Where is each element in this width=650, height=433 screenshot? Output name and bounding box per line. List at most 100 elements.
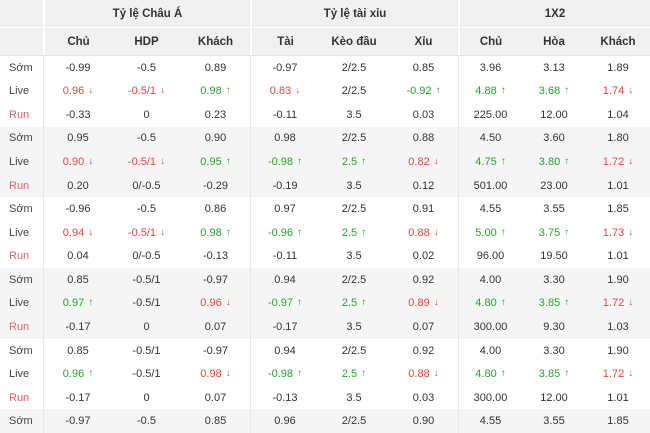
table-row: Run -0.33 0 0.23 -0.11 3.5 0.03 225.00 12.00 1.04	[0, 103, 650, 127]
odds-value: 0.90	[204, 132, 227, 145]
odds-cell: 225.00	[458, 103, 522, 127]
row-label-run: Run	[9, 391, 30, 404]
row-label-run: Run	[9, 320, 30, 333]
odds-value: 1.03	[607, 320, 629, 333]
odds-value: 0.98	[274, 132, 296, 145]
arrow-down-icon: ↓	[225, 368, 231, 380]
arrow-up-icon: ↑	[564, 297, 570, 309]
odds-value: -0.98	[267, 156, 294, 169]
odds-cell: 2/2.5	[319, 127, 389, 151]
table-row: Run 0.04 0/-0.5 -0.13 -0.11 3.5 0.02 96.00 19.50…	[0, 244, 650, 269]
odds-value: 0.92	[412, 273, 435, 286]
arrow-up-icon: ↑	[500, 85, 506, 97]
odds-cell: 3.5	[319, 103, 389, 127]
odds-cell: -0.98 ↑	[250, 362, 319, 386]
odds-cell: 0.98	[250, 126, 319, 151]
table-row: Sớm 0.95 -0.5 0.90 0.98 2/2.5 0.88 4.50 3.60 1.80	[0, 126, 650, 151]
odds-value: 2.5	[341, 156, 358, 169]
odds-cell: 3.75 ↑	[522, 221, 586, 245]
odds-cell: -0.99	[43, 56, 112, 80]
odds-value: 0.85	[204, 415, 227, 428]
odds-value: 0.07	[204, 320, 227, 333]
odds-cell: 0.96 ↓	[43, 79, 112, 104]
odds-value: -0.97	[267, 297, 294, 310]
odds-value: 0.85	[412, 61, 435, 74]
row-label-live: Live	[9, 368, 30, 381]
column-header-ah-home: Chủ	[43, 28, 112, 55]
odds-cell: 1.74 ↓	[586, 80, 650, 104]
odds-cell: -0.98 ↑	[250, 150, 319, 174]
odds-cell: 0.96	[250, 409, 319, 433]
arrow-up-icon: ↑	[564, 226, 570, 238]
odds-cell: 0.88 ↓	[389, 362, 458, 386]
odds-value: 0.86	[204, 203, 227, 216]
odds-value: 4.00	[479, 273, 502, 286]
odds-cell: 3.13	[522, 56, 586, 80]
arrow-down-icon: ↓	[628, 85, 634, 97]
table-row: Run 0.20 0/-0.5 -0.29 -0.19 3.5 0.12 501.00 23.0…	[0, 173, 650, 198]
odds-cell: 2.5 ↑	[319, 362, 389, 386]
arrow-up-icon: ↑	[361, 226, 367, 238]
table-header: Tỷ lệ Châu Á Tỷ lệ tài xỉu 1X2 Chủ HDP K…	[0, 0, 650, 56]
odds-value: -0.13	[272, 391, 298, 404]
row-label-run: Run	[9, 250, 30, 263]
odds-value: 0.96	[274, 415, 296, 428]
arrow-up-icon: ↑	[500, 156, 506, 168]
odds-cell: 1.01	[586, 386, 650, 410]
odds-value: 19.50	[540, 250, 568, 263]
odds-value: 2/2.5	[341, 132, 367, 145]
odds-cell: -0.92 ↑	[389, 80, 458, 104]
odds-value: 0.90	[412, 415, 435, 428]
odds-value: 3.5	[346, 108, 362, 121]
odds-cell: 0.88	[389, 127, 458, 151]
odds-cell: 0	[112, 386, 181, 410]
odds-value: 3.5	[346, 391, 362, 404]
odds-value: 0.94	[62, 226, 85, 239]
odds-cell: -0.11	[250, 244, 319, 269]
odds-value: 1.01	[607, 250, 629, 263]
odds-value: 2/2.5	[341, 85, 367, 98]
odds-value: 0.03	[412, 108, 435, 121]
odds-cell: 3.96	[458, 56, 522, 80]
odds-value: 0.12	[412, 179, 435, 192]
column-header-ou-under: Xỉu	[389, 28, 458, 55]
odds-value: 0/-0.5	[132, 250, 161, 263]
table-row: Sớm -0.99 -0.5 0.89 -0.97 2/2.5 0.85 3.96 3.13 1.…	[0, 56, 650, 80]
arrow-down-icon: ↓	[225, 297, 231, 309]
odds-value: 0.95	[200, 156, 222, 169]
odds-value: 3.30	[543, 344, 565, 357]
odds-value: 3.30	[543, 273, 565, 286]
odds-value: 1.90	[607, 344, 629, 357]
table-row: Live 0.97 ↑ -0.5/1 0.96 ↓ -0.97 ↑ 2.5 ↑ 0.89 ↓ 4.80 ↑…	[0, 291, 650, 316]
odds-cell: 1.89	[586, 56, 650, 80]
odds-value: 3.55	[543, 203, 565, 216]
odds-cell: 0.95	[43, 126, 112, 151]
odds-value: 2/2.5	[341, 415, 367, 428]
odds-value: 96.00	[476, 250, 505, 263]
odds-value: 1.01	[607, 179, 629, 192]
odds-cell: 1.72 ↓	[586, 292, 650, 316]
odds-value: 0.89	[408, 297, 430, 310]
odds-value: -0.92	[406, 85, 432, 98]
odds-value: 12.00	[540, 108, 568, 121]
odds-cell: 0.98 ↑	[181, 80, 250, 104]
arrow-up-icon: ↑	[435, 85, 441, 97]
header-label-spacer	[0, 28, 43, 55]
odds-cell: 2.5 ↑	[319, 221, 389, 245]
odds-cell: 0.94 ↓	[43, 220, 112, 245]
odds-value: -0.29	[202, 179, 229, 192]
odds-cell: 0.83 ↓	[250, 79, 319, 104]
odds-value: 0.07	[412, 320, 435, 333]
row-label-live: Live	[9, 156, 30, 169]
odds-value: 1.72	[602, 156, 625, 169]
header-group-asian-handicap: Tỷ lệ Châu Á	[43, 0, 250, 28]
table-row: Run -0.17 0 0.07 -0.13 3.5 0.03 300.00 12.00 1.01	[0, 385, 650, 410]
odds-cell: 4.55	[458, 197, 522, 221]
odds-value: 300.00	[473, 391, 508, 404]
odds-cell: 0.90	[389, 409, 458, 433]
odds-value: 0	[143, 391, 150, 404]
odds-value: 1.90	[607, 273, 629, 286]
odds-value: 0.98	[200, 85, 222, 98]
odds-cell: 0.82 ↓	[389, 150, 458, 174]
